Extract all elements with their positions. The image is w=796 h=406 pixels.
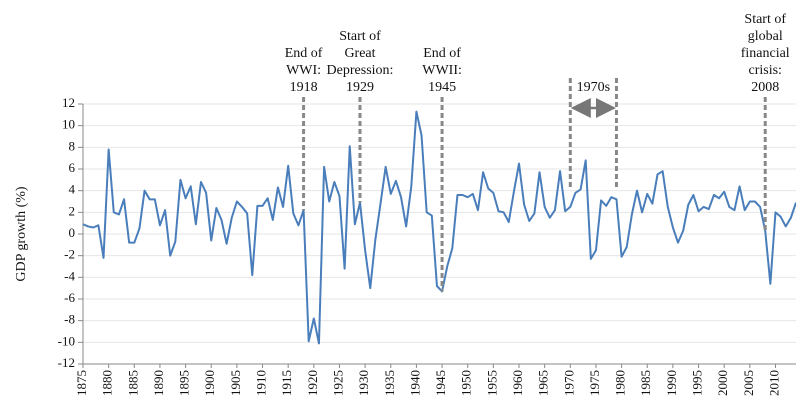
x-tick-label: 1985 bbox=[638, 370, 653, 396]
x-tick-label: 1905 bbox=[228, 370, 243, 396]
x-tick-label: 1990 bbox=[664, 370, 679, 396]
annotation-text: 1918 bbox=[290, 80, 318, 95]
x-tick-label: 1935 bbox=[382, 370, 397, 396]
series-line bbox=[82, 110, 796, 345]
y-tick-label: -8 bbox=[64, 312, 75, 327]
annotation-text: Start of bbox=[339, 29, 381, 44]
annotation-text: Depression: bbox=[327, 63, 394, 78]
annotation-text: End of bbox=[285, 46, 323, 61]
y-tick-label: 12 bbox=[62, 95, 75, 110]
x-tick-label: 1910 bbox=[254, 370, 269, 396]
y-tick-label: -10 bbox=[58, 333, 75, 348]
annotation-text: 1945 bbox=[428, 80, 456, 95]
x-tick-label: 1925 bbox=[330, 370, 345, 396]
x-tick-label: 1965 bbox=[536, 370, 551, 396]
y-tick-label: 4 bbox=[69, 182, 76, 197]
x-tick-label: 1955 bbox=[484, 370, 499, 396]
x-tick-label: 1895 bbox=[177, 370, 192, 396]
annotation-text: Great bbox=[344, 46, 375, 61]
x-tick-label: 1900 bbox=[202, 370, 217, 396]
annotation-text: Start of bbox=[744, 12, 786, 27]
range-label: 1970s bbox=[577, 80, 610, 95]
annotation-text: crisis: bbox=[748, 63, 781, 78]
x-tick-label: 2005 bbox=[741, 370, 756, 396]
x-tick-label: 1950 bbox=[459, 370, 474, 396]
y-tick-label: 10 bbox=[62, 117, 75, 132]
x-tick-label: 1880 bbox=[100, 370, 115, 396]
x-tick-label: 1915 bbox=[279, 370, 294, 396]
x-tick-label: 1975 bbox=[587, 370, 602, 396]
x-tick-label: 1970 bbox=[561, 370, 576, 396]
x-tick-label: 1920 bbox=[305, 370, 320, 396]
x-tick-label: 1980 bbox=[613, 370, 628, 396]
y-tick-label: 2 bbox=[69, 203, 76, 218]
y-axis-label: GDP growth (%) bbox=[14, 186, 29, 281]
annotation-text: 2008 bbox=[751, 80, 779, 95]
x-tick-label: 1885 bbox=[125, 370, 140, 396]
annotation-text: WWI: bbox=[286, 63, 321, 78]
y-tick-label: -4 bbox=[64, 268, 75, 283]
x-tick-label: 1960 bbox=[510, 370, 525, 396]
y-tick-label: 8 bbox=[69, 138, 76, 153]
annotation-text: global bbox=[748, 29, 783, 44]
x-tick-label: 1940 bbox=[407, 370, 422, 396]
annotation-text: End of bbox=[423, 46, 461, 61]
y-tick-label: -2 bbox=[64, 247, 75, 262]
x-tick-label: 1875 bbox=[74, 370, 89, 396]
x-tick-label: 2010 bbox=[766, 370, 781, 396]
y-tick-label: 0 bbox=[69, 225, 76, 240]
x-tick-label: 1930 bbox=[356, 370, 371, 396]
x-tick-label: 1945 bbox=[433, 370, 448, 396]
x-tick-label: 2000 bbox=[715, 370, 730, 396]
x-tick-label: 1890 bbox=[151, 370, 166, 396]
annotation-text: WWII: bbox=[422, 63, 462, 78]
annotation-text: financial bbox=[741, 46, 790, 61]
y-tick-label: -6 bbox=[64, 290, 75, 305]
annotation-text: 1929 bbox=[346, 80, 374, 95]
y-tick-label: -12 bbox=[58, 355, 75, 370]
x-tick-label: 1995 bbox=[690, 370, 705, 396]
y-tick-label: 6 bbox=[69, 160, 76, 175]
